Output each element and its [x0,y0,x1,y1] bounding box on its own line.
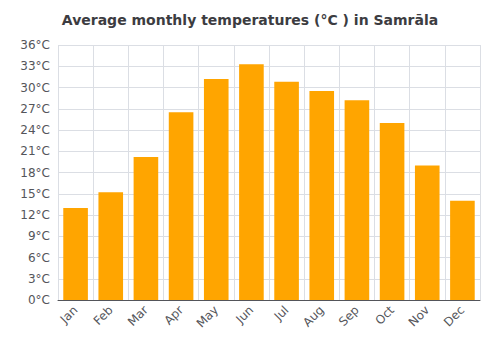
svg-text:Jan: Jan [57,303,81,327]
svg-text:21°C: 21°C [20,144,50,158]
svg-text:Apr: Apr [161,303,186,328]
svg-text:Nov: Nov [406,303,432,329]
svg-text:Aug: Aug [300,303,326,329]
svg-text:Jun: Jun [233,303,257,327]
svg-text:May: May [194,303,221,330]
svg-text:18°C: 18°C [20,166,50,180]
svg-text:33°C: 33°C [20,59,50,73]
svg-text:3°C: 3°C [28,272,50,286]
svg-text:9°C: 9°C [28,229,50,243]
svg-text:36°C: 36°C [20,38,50,52]
svg-text:Feb: Feb [91,303,116,328]
svg-text:Dec: Dec [441,303,467,329]
svg-text:Oct: Oct [372,303,397,328]
svg-text:Sep: Sep [336,303,362,329]
svg-text:12°C: 12°C [20,208,50,222]
svg-text:Mar: Mar [125,303,151,329]
svg-text:6°C: 6°C [28,251,50,265]
svg-text:Jul: Jul [271,303,292,324]
svg-text:15°C: 15°C [20,187,50,201]
svg-text:27°C: 27°C [20,102,50,116]
svg-text:30°C: 30°C [20,81,50,95]
svg-text:0°C: 0°C [28,293,50,307]
svg-text:24°C: 24°C [20,123,50,137]
svg-text:Average monthly temperatures (: Average monthly temperatures (°C ) in Sa… [62,12,438,28]
